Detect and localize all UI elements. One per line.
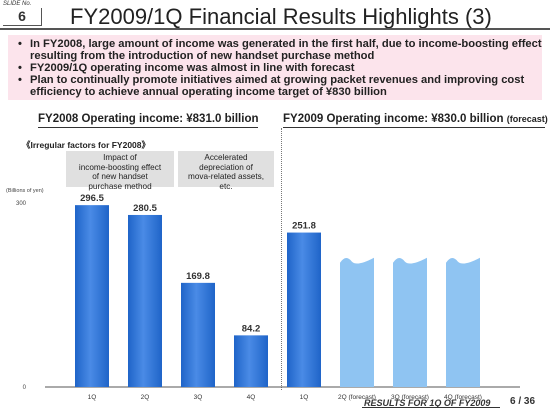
- bullet-2: FY2009/1Q operating income was almost in…: [18, 62, 542, 74]
- bar-value-label: 251.8: [292, 221, 316, 232]
- x-tick-label: 1Q: [88, 394, 97, 401]
- x-tick-label: 2Q: [141, 394, 150, 401]
- irregular-factor-2-line-1: Accelerated: [204, 153, 248, 162]
- page-title: FY2009/1Q Financial Results Highlights (…: [70, 4, 492, 29]
- x-tick-label: 2Q (forecast): [338, 394, 376, 401]
- irregular-factor-1-line-4: purchase method: [88, 181, 152, 191]
- irregular-factor-1-line-1: Impact of: [103, 153, 137, 162]
- fy2009-section-title: FY2009 Operating income: ¥830.0 billion …: [283, 113, 548, 125]
- forecast-bar: [393, 257, 427, 387]
- x-tick-label: 1Q: [300, 394, 309, 401]
- y-tick-label: 0: [23, 385, 27, 391]
- irregular-factor-1-line-3: of new handset: [92, 172, 148, 181]
- irregular-factor-2-line-2: depreciation of: [199, 162, 253, 172]
- x-tick-label: 4Q: [247, 394, 256, 401]
- fiscal-year-divider: [281, 128, 282, 390]
- bar-value-label: 84.2: [242, 323, 261, 334]
- actual-bar: [234, 335, 268, 387]
- footer-text: RESULTS FOR 1Q OF FY2009: [364, 398, 491, 408]
- irregular-factor-box-1: Impact of income-boosting effect of new …: [66, 151, 174, 191]
- irregular-factor-2-line-4: etc.: [219, 181, 233, 191]
- slide-number: 6: [3, 8, 42, 26]
- fy2008-section-rule: [38, 127, 258, 128]
- actual-bar: [287, 232, 321, 387]
- x-tick-label: 3Q (forecast): [391, 394, 429, 401]
- fy2009-section-title-forecast: (forecast): [506, 114, 548, 124]
- fy2009-section-rule: [283, 127, 545, 128]
- forecast-bar: [340, 257, 374, 387]
- bullet-1: In FY2008, large amount of income was ge…: [18, 38, 542, 62]
- x-tick-label: 4Q (forecast): [444, 394, 482, 401]
- title-rule: [0, 28, 550, 30]
- footer-rule: [362, 407, 500, 408]
- y-tick-label: 300: [16, 201, 27, 207]
- actual-bar: [75, 205, 109, 387]
- actual-bar: [128, 214, 162, 387]
- forecast-bar: [446, 257, 480, 387]
- fy2009-section-title-main: FY2009 Operating income: ¥830.0 billion: [283, 113, 504, 125]
- highlight-bullets: In FY2008, large amount of income was ge…: [8, 35, 542, 100]
- actual-bar: [181, 282, 215, 387]
- y-axis-unit-label: (Billions of yen): [6, 188, 44, 194]
- irregular-factor-2-line-3: mova-related assets,: [188, 172, 264, 181]
- irregular-factor-box-2: Accelerated depreciation of mova-related…: [178, 151, 274, 191]
- irregular-factor-1-line-2: income-boosting effect: [78, 162, 162, 172]
- bar-value-label: 280.5: [133, 203, 157, 214]
- bar-value-label: 169.8: [186, 271, 210, 282]
- x-tick-label: 3Q: [194, 394, 203, 401]
- slide-label: SLIDE No.: [3, 1, 32, 7]
- bullet-3: Plan to continually promote initiatives …: [18, 74, 542, 98]
- fy2008-section-title: FY2008 Operating income: ¥831.0 billion: [38, 113, 259, 125]
- irregular-factors-title: 《Irregular factors for FY2008》: [22, 140, 151, 150]
- bar-value-label: 296.5: [80, 193, 104, 204]
- page-number: 6 / 36: [510, 396, 536, 407]
